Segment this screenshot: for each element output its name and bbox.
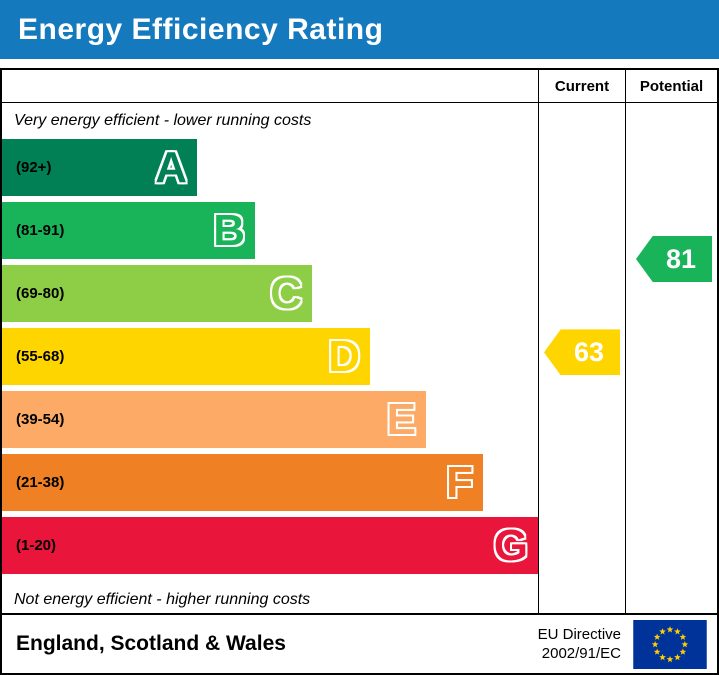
rating-band: (1-20) G (2, 517, 538, 574)
band-range: (21-38) (16, 474, 65, 491)
band-letter: B (213, 205, 245, 255)
band-range: (55-68) (16, 348, 65, 365)
current-column-header: Current (538, 70, 625, 103)
band-range: (81-91) (16, 222, 65, 239)
potential-column-header: Potential (625, 70, 717, 103)
rating-band: (39-54) E (2, 391, 426, 448)
rating-band: (55-68) D (2, 328, 370, 385)
chart-corner-spacer (2, 70, 538, 103)
band-letter: A (155, 142, 187, 192)
eu-directive-label: EU Directive 2002/91/EC (538, 625, 621, 664)
title-bar: Energy Efficiency Rating (0, 0, 719, 59)
epc-chart: Current Potential Very energy efficient … (0, 68, 719, 615)
rating-band: (21-38) F (2, 454, 483, 511)
potential-column: 81 (625, 103, 717, 613)
region-label: England, Scotland & Wales (16, 632, 286, 655)
bottom-note: Not energy efficient - higher running co… (14, 590, 311, 608)
band-letter: C (270, 268, 302, 318)
eu-directive-line2: 2002/91/EC (541, 645, 621, 662)
page-title: Energy Efficiency Rating (18, 12, 384, 46)
rating-bands-area: Very energy efficient - lower running co… (2, 103, 538, 613)
band-letter: G (493, 520, 528, 570)
current-column: 63 (538, 103, 625, 613)
footer-bar: England, Scotland & Wales EU Directive 2… (0, 613, 719, 675)
band-range: (92+) (16, 159, 52, 176)
band-range: (69-80) (16, 285, 65, 302)
band-range: (1-20) (16, 537, 57, 554)
band-letter: E (386, 394, 416, 444)
current-rating-value: 63 (573, 336, 605, 367)
eu-flag-icon (633, 619, 707, 669)
band-letter: D (328, 331, 360, 381)
potential-rating-marker: 81 (636, 236, 712, 282)
rating-band: (81-91) B (2, 202, 255, 259)
eu-directive-line1: EU Directive (537, 625, 621, 643)
rating-bands: (92+) A (81-91) B (69-80) C (55-68) D (3… (2, 139, 538, 574)
top-note: Very energy efficient - lower running co… (14, 112, 312, 129)
potential-rating-value: 81 (665, 243, 697, 274)
band-letter: F (446, 457, 473, 507)
rating-band: (92+) A (2, 139, 197, 196)
rating-band: (69-80) C (2, 265, 312, 322)
band-range: (39-54) (16, 411, 65, 428)
current-rating-marker: 63 (544, 329, 620, 376)
